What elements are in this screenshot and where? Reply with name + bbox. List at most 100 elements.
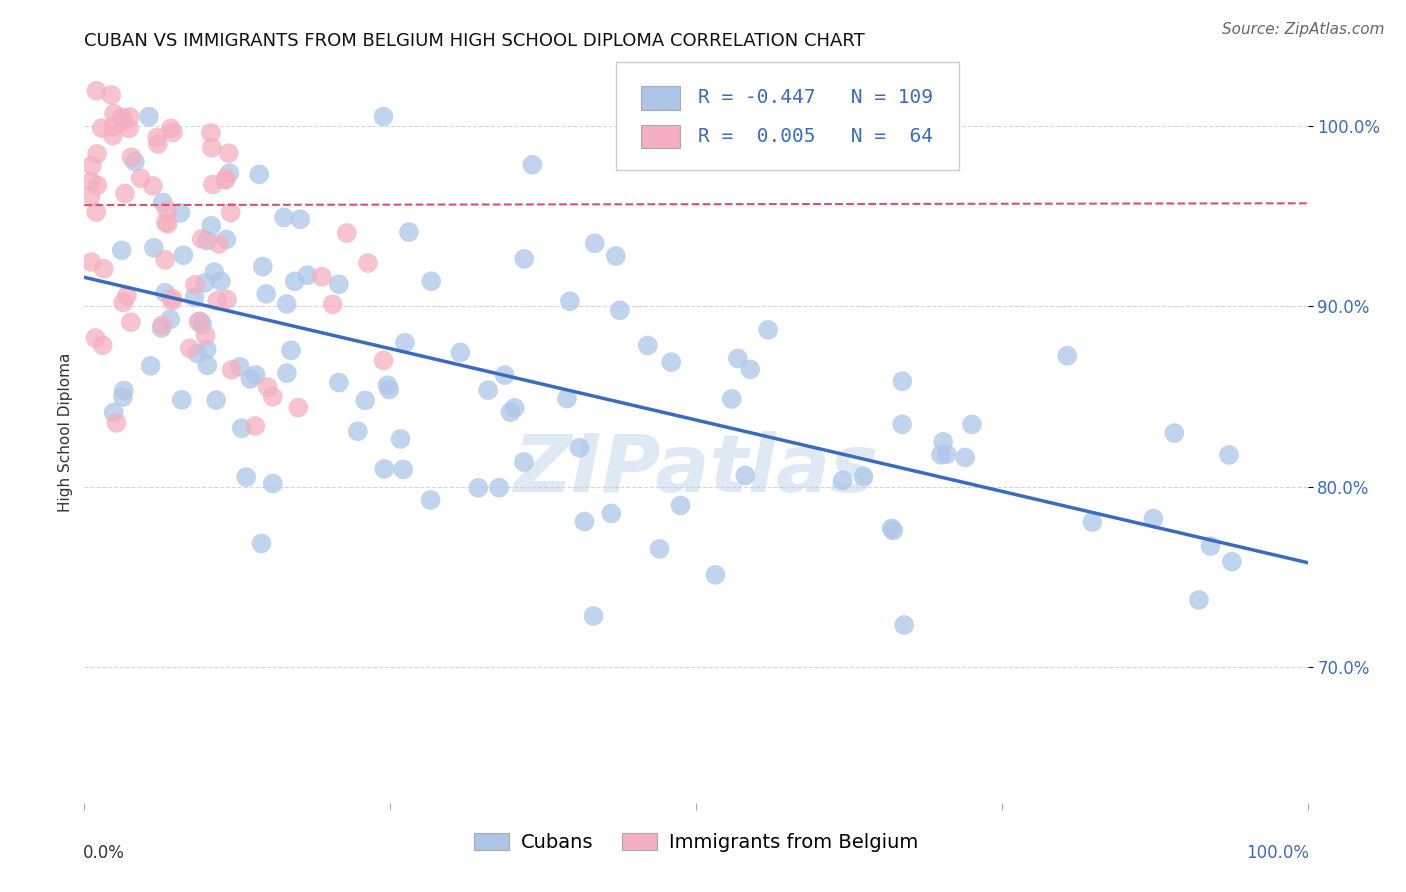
Point [852, 469, 875, 483]
Point [205, 393, 228, 408]
Point [195, 234, 218, 248]
Point [935, 447, 957, 461]
Point [568, 441, 591, 455]
Point [558, 294, 581, 309]
Point [111, 390, 134, 404]
Point [215, 232, 238, 246]
Point [103, 106, 125, 120]
Point [170, 392, 193, 407]
Point [357, 256, 380, 270]
Point [499, 405, 522, 419]
Point [194, 328, 217, 343]
Point [190, 314, 212, 328]
Point [373, 353, 395, 368]
Point [160, 293, 183, 308]
Point [172, 248, 194, 262]
Point [609, 303, 631, 318]
Point [152, 195, 174, 210]
Point [311, 269, 333, 284]
Point [280, 343, 302, 358]
Point [229, 359, 252, 374]
Point [86, 84, 108, 98]
Point [882, 524, 904, 538]
Point [150, 318, 173, 333]
Point [93, 261, 115, 276]
Point [1218, 448, 1240, 462]
Point [373, 462, 395, 476]
Point [555, 392, 578, 406]
Point [734, 468, 756, 483]
Point [582, 609, 605, 624]
Point [420, 274, 443, 288]
Point [831, 474, 853, 488]
Point [142, 178, 165, 193]
Point [1199, 539, 1222, 553]
Point [354, 393, 377, 408]
Point [124, 154, 146, 169]
Point [86, 147, 108, 161]
Point [245, 419, 267, 434]
FancyBboxPatch shape [641, 87, 681, 110]
Point [80, 159, 103, 173]
Point [273, 211, 295, 225]
Point [287, 401, 309, 415]
Point [328, 376, 350, 390]
Point [477, 383, 499, 397]
Point [139, 359, 162, 373]
Text: CUBAN VS IMMIGRANTS FROM BELGIUM HIGH SCHOOL DIPLOMA CORRELATION CHART: CUBAN VS IMMIGRANTS FROM BELGIUM HIGH SC… [84, 32, 865, 50]
Point [207, 293, 229, 308]
Point [720, 392, 742, 406]
Point [398, 225, 420, 239]
Point [201, 178, 224, 192]
Point [494, 368, 516, 382]
Point [1081, 515, 1104, 529]
Point [162, 125, 184, 139]
Text: 100.0%: 100.0% [1246, 844, 1309, 862]
Point [162, 292, 184, 306]
Point [156, 203, 179, 218]
Point [194, 276, 217, 290]
Point [84, 331, 107, 345]
Point [322, 297, 344, 311]
Text: 0.0%: 0.0% [83, 844, 125, 862]
Point [467, 481, 489, 495]
Point [80, 255, 103, 269]
Point [155, 285, 177, 300]
Point [1188, 593, 1211, 607]
Point [215, 293, 238, 307]
Legend: Cubans, Immigrants from Belgium: Cubans, Immigrants from Belgium [465, 825, 927, 860]
Point [184, 277, 207, 292]
Point [929, 448, 952, 462]
Point [146, 136, 169, 151]
Point [513, 455, 536, 469]
Point [880, 521, 903, 535]
Point [103, 405, 125, 419]
Point [373, 110, 395, 124]
Point [247, 168, 270, 182]
Point [214, 173, 236, 187]
Point [583, 236, 606, 251]
Point [159, 312, 181, 326]
Point [488, 481, 510, 495]
Point [392, 462, 415, 476]
Point [150, 321, 173, 335]
Point [893, 618, 915, 632]
Point [637, 338, 659, 352]
Point [336, 226, 359, 240]
Point [252, 260, 274, 274]
Point [118, 121, 141, 136]
Point [153, 252, 176, 267]
Point [600, 507, 623, 521]
Point [200, 126, 222, 140]
Point [118, 110, 141, 124]
Point [129, 171, 152, 186]
Text: R = -0.447   N = 109: R = -0.447 N = 109 [699, 88, 934, 107]
Point [235, 470, 257, 484]
Point [389, 432, 412, 446]
Point [219, 205, 242, 219]
Point [218, 146, 240, 161]
Point [503, 401, 526, 415]
Text: Source: ZipAtlas.com: Source: ZipAtlas.com [1222, 22, 1385, 37]
Point [574, 515, 596, 529]
Point [669, 499, 692, 513]
